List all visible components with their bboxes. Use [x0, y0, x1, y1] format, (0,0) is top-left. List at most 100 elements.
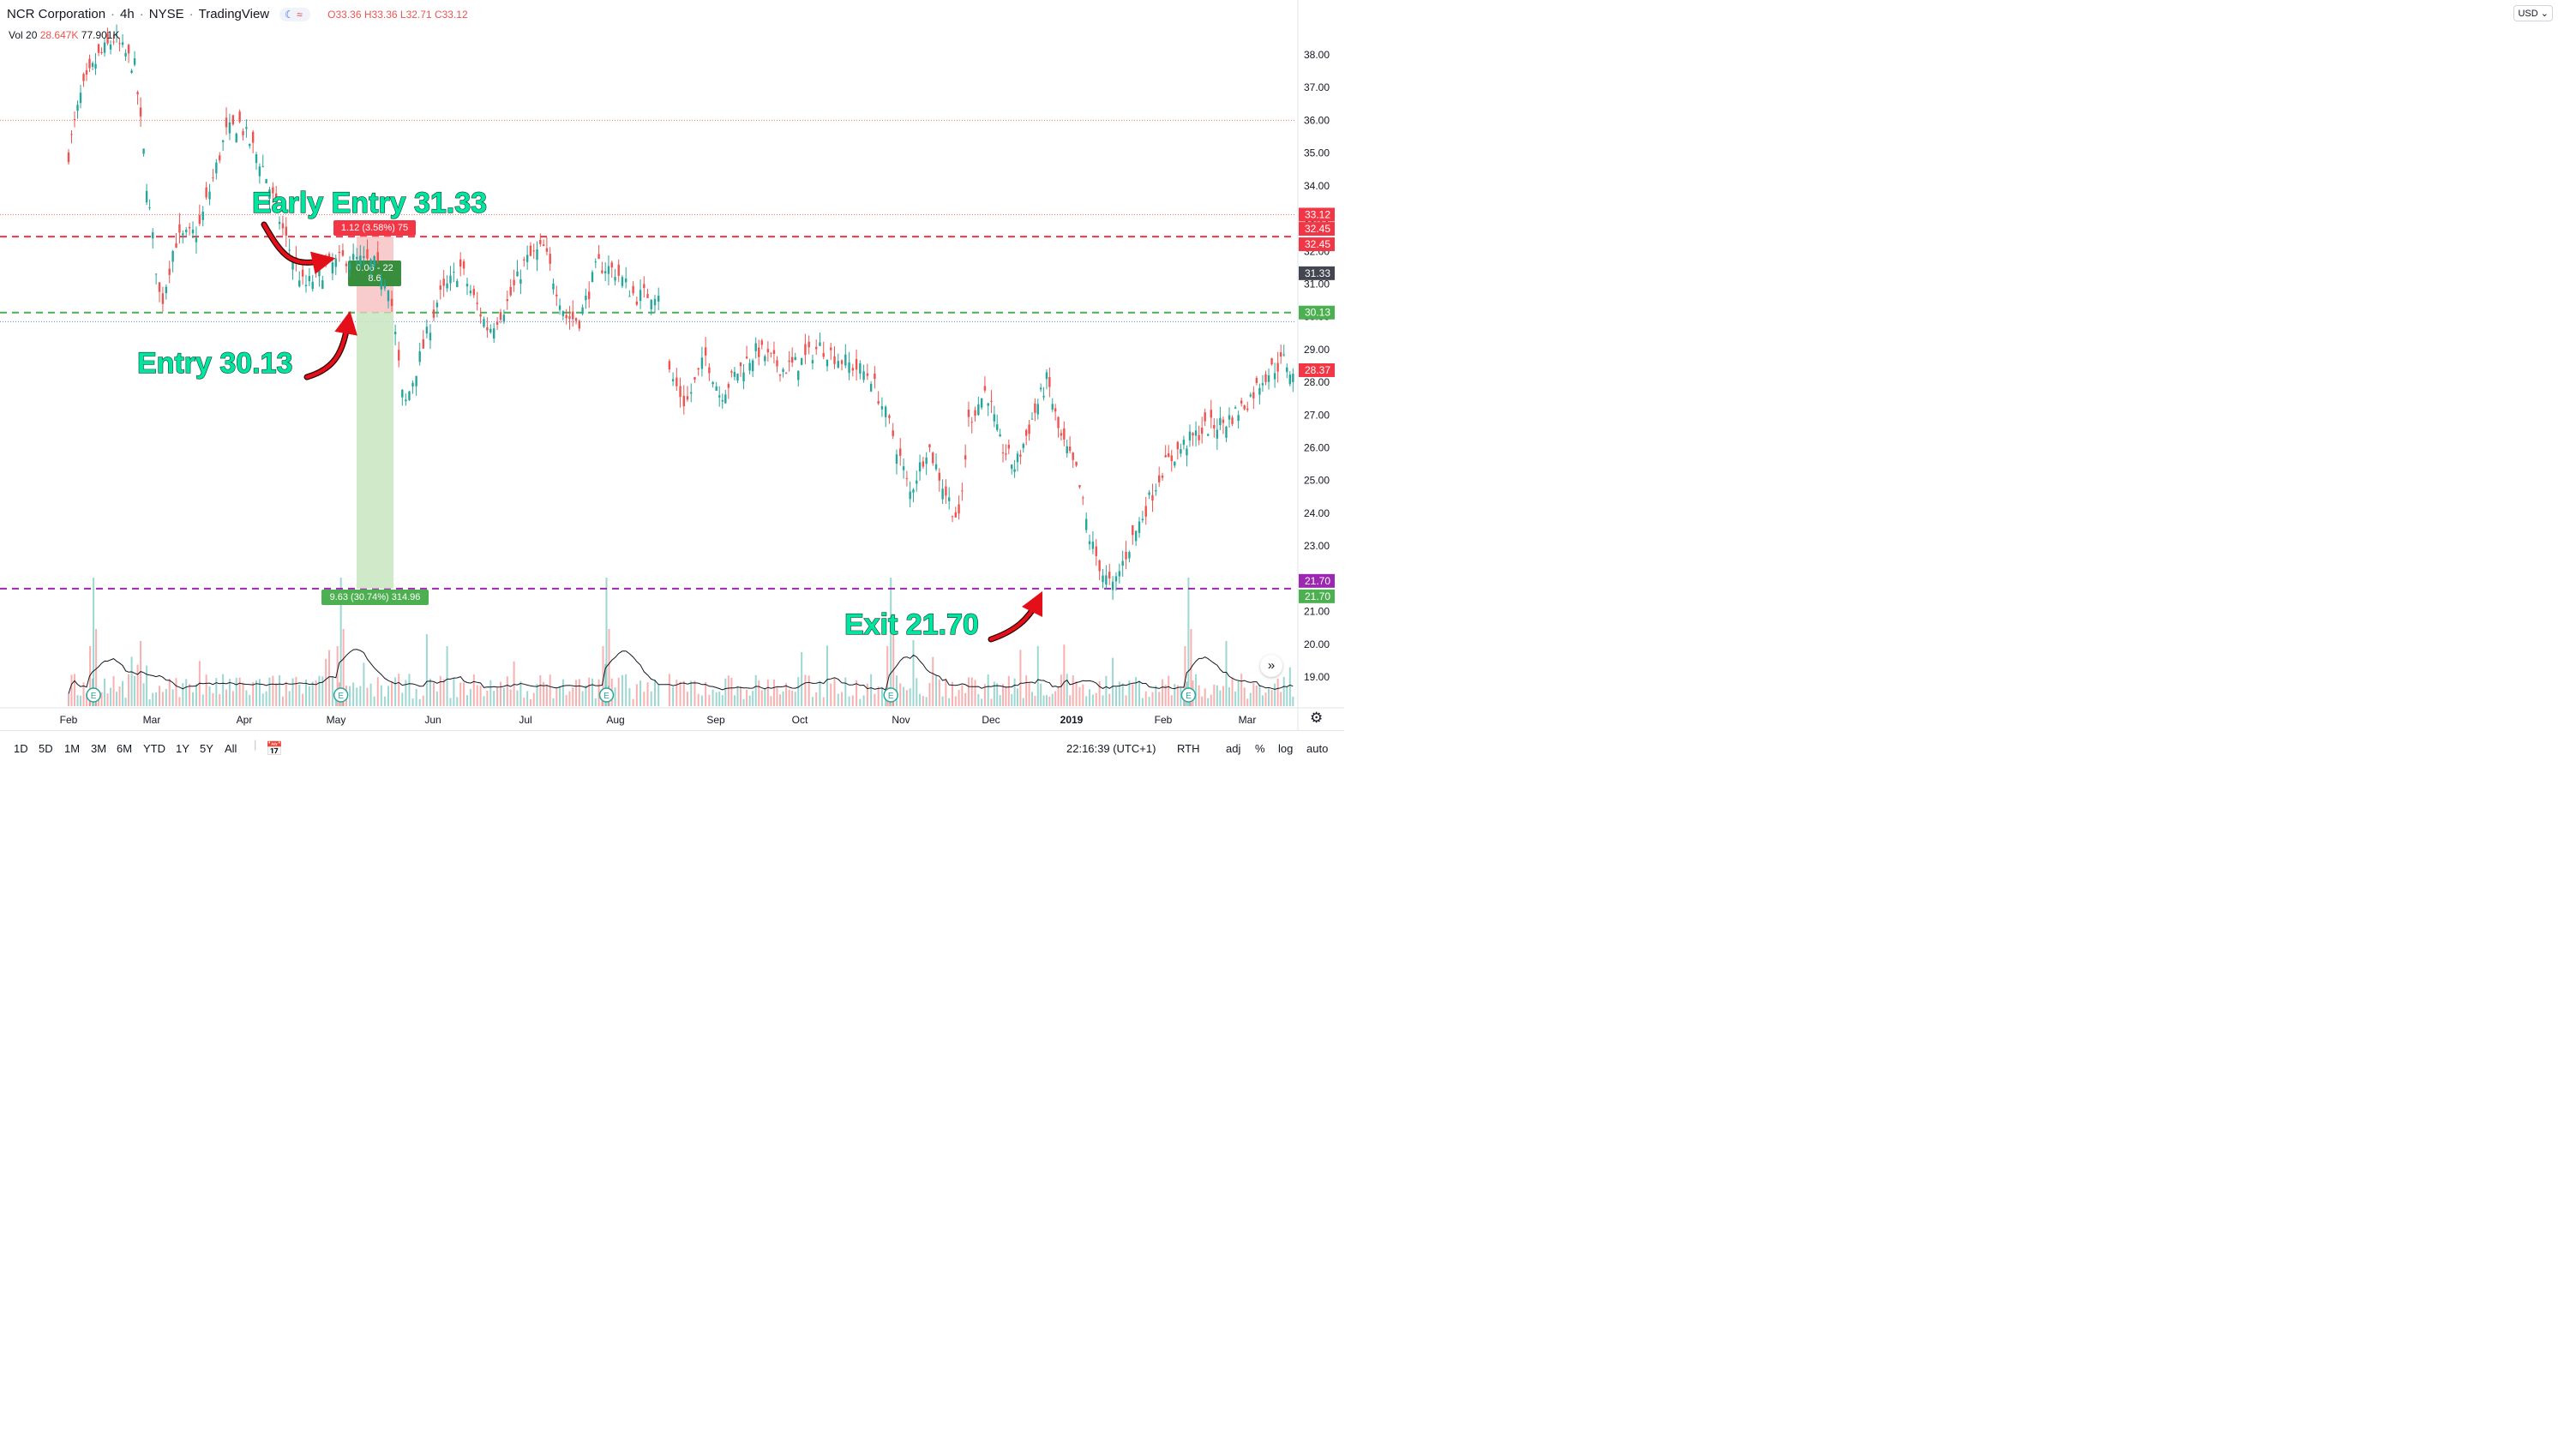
- candle: [650, 299, 652, 315]
- currency-button[interactable]: USD ⌄: [2513, 5, 2553, 21]
- target-label: 9.63 (30.74%) 314.96: [321, 590, 429, 605]
- price-tick-label: 27.00: [1304, 409, 1330, 421]
- candle-body: [245, 127, 248, 129]
- candle: [103, 38, 106, 57]
- candle: [614, 268, 616, 285]
- log-toggle[interactable]: log: [1278, 742, 1294, 755]
- percent-toggle[interactable]: %: [1255, 742, 1265, 755]
- volume-ma-line: [68, 649, 1294, 694]
- clock-time[interactable]: 22:16:39 (UTC+1): [1066, 742, 1156, 755]
- volume-bar: [383, 696, 386, 706]
- volume-bar: [748, 695, 751, 706]
- scroll-to-realtime-button[interactable]: »: [1260, 655, 1282, 677]
- timeframe-ytd[interactable]: YTD: [143, 742, 165, 755]
- candle: [1234, 405, 1237, 410]
- candle-body: [198, 215, 201, 225]
- candle-body: [561, 311, 565, 316]
- timeframe-1y[interactable]: 1Y: [176, 742, 189, 755]
- candle-body: [1114, 576, 1118, 582]
- candle: [1028, 420, 1030, 441]
- candle: [425, 319, 429, 339]
- timeframe-5d[interactable]: 5D: [39, 742, 53, 755]
- candle-body: [730, 371, 733, 373]
- time-tick-label: Dec: [982, 714, 1000, 726]
- candle: [794, 352, 796, 361]
- volume-bar: [733, 695, 736, 706]
- candle-body: [1068, 446, 1072, 452]
- volume-bar: [932, 656, 934, 706]
- candle-body: [797, 370, 800, 380]
- candle: [880, 397, 884, 417]
- candle: [928, 444, 931, 452]
- candle: [278, 216, 281, 231]
- volume-bar: [171, 689, 174, 706]
- candle: [760, 339, 763, 350]
- candle-body: [376, 252, 379, 261]
- volume-bar: [449, 698, 452, 706]
- timeframe-all[interactable]: All: [225, 742, 237, 755]
- volume-bar: [983, 684, 986, 706]
- candle: [124, 49, 127, 62]
- candle-body: [291, 260, 294, 270]
- candle: [1158, 466, 1161, 488]
- volume-bar: [331, 676, 333, 706]
- candle: [198, 204, 201, 226]
- candle: [208, 183, 211, 206]
- volume-bar: [235, 677, 237, 706]
- price-tag-text: 33.12: [1305, 208, 1330, 220]
- auto-scale-toggle[interactable]: auto: [1306, 742, 1329, 755]
- earnings-icon: E: [1180, 687, 1197, 703]
- session-toggle[interactable]: RTH: [1177, 742, 1200, 755]
- profit-zone: [357, 312, 393, 589]
- candle: [1125, 541, 1127, 570]
- timeframe-5y[interactable]: 5Y: [200, 742, 213, 755]
- candle: [238, 109, 241, 123]
- volume-bar: [112, 676, 115, 706]
- volume-bar: [987, 674, 989, 706]
- gear-icon[interactable]: ⚙: [1310, 710, 1324, 726]
- timeframe-3m[interactable]: 3M: [91, 742, 107, 755]
- candle: [91, 61, 94, 71]
- candle-body: [895, 454, 898, 464]
- candle-body: [380, 279, 383, 290]
- volume-bar: [70, 674, 73, 706]
- interval[interactable]: 4h: [120, 7, 135, 21]
- price-chart[interactable]: 1.12 (3.58%) 750.06 - 228.69.63 (30.74%)…: [0, 0, 1344, 765]
- candle: [782, 367, 784, 378]
- candle-body: [932, 452, 934, 464]
- candle: [1225, 425, 1228, 442]
- status-pill[interactable]: ☾ ≈: [279, 7, 311, 21]
- volume-bar: [342, 629, 345, 706]
- volume-bar: [1148, 697, 1150, 706]
- volume-bar: [369, 683, 372, 706]
- price-tick-label: 25.00: [1304, 475, 1330, 487]
- candle: [628, 290, 631, 297]
- volume-bar: [1138, 680, 1141, 706]
- price-tick-label: 29.00: [1304, 344, 1330, 356]
- volume-bar: [500, 681, 502, 706]
- timeframe-1m[interactable]: 1M: [64, 742, 81, 755]
- target-label-bg: [321, 590, 429, 605]
- time-axis: Feb Mar Apr May Jun Jul Aug Sep Oct Nov Dec 2019 Feb…: [60, 714, 1257, 726]
- candle: [1219, 406, 1222, 430]
- symbol-name[interactable]: NCR Corporation: [7, 7, 106, 21]
- volume-bar: [130, 656, 133, 706]
- timeframe-1d[interactable]: 1D: [14, 742, 28, 755]
- calendar-range-icon[interactable]: 📅: [266, 742, 283, 757]
- volume-bar: [1282, 676, 1285, 706]
- candle: [1194, 421, 1198, 446]
- candle: [499, 309, 502, 324]
- volume-bar: [808, 675, 810, 706]
- candle-body: [1066, 446, 1068, 453]
- candle: [251, 129, 255, 153]
- candle: [888, 414, 891, 424]
- candle: [549, 247, 551, 272]
- candle: [472, 285, 475, 298]
- volume-bar: [1195, 674, 1198, 706]
- adjust-toggle[interactable]: adj: [1226, 742, 1241, 755]
- candle-body: [1138, 521, 1141, 533]
- price-tick-label: 31.00: [1304, 278, 1330, 290]
- candle-body: [1240, 400, 1243, 404]
- timeframe-6m[interactable]: 6M: [117, 742, 133, 755]
- candle: [165, 284, 168, 300]
